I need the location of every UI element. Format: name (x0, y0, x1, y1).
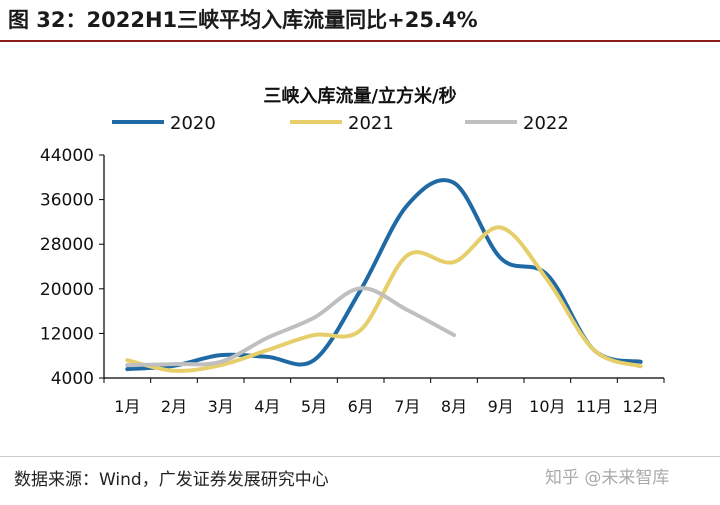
x-tick-label: 11月 (576, 397, 612, 416)
x-tick-label: 4月 (254, 397, 280, 416)
x-tick-label: 5月 (301, 397, 327, 416)
x-tick-label: 9月 (488, 397, 514, 416)
y-tick-label: 44000 (40, 146, 94, 166)
legend-label-2022: 2022 (523, 113, 569, 134)
x-tick-label: 1月 (114, 397, 140, 416)
series-line-2022 (125, 286, 456, 368)
chart-title: 三峡入库流量/立方米/秒 (263, 85, 456, 107)
footer-divider (0, 456, 720, 457)
title-divider (0, 40, 720, 42)
y-tick-label: 36000 (40, 191, 94, 211)
legend-label-2020: 2020 (170, 113, 216, 134)
series-line-2020 (125, 178, 643, 372)
x-tick-label: 8月 (441, 397, 467, 416)
series-line-2021 (125, 225, 643, 373)
y-tick-label: 12000 (40, 324, 94, 344)
y-tick-label: 4000 (51, 369, 94, 389)
x-tick-label: 12月 (622, 397, 658, 416)
y-tick-label: 28000 (40, 235, 94, 255)
x-tick-label: 2月 (161, 397, 187, 416)
source-note: 数据来源：Wind，广发证券发展研究中心 (14, 470, 329, 490)
line-chart: 三峡入库流量/立方米/秒 2020 2021 2022 4000 12000 20000 28… (40, 85, 665, 416)
x-tick-label: 7月 (394, 397, 420, 416)
legend-label-2021: 2021 (348, 113, 394, 134)
x-tick-label: 10月 (529, 397, 565, 416)
x-tick-label: 6月 (348, 397, 374, 416)
figure-title: 图 32：2022H1三峡平均入库流量同比+25.4% (8, 8, 478, 32)
x-tick-label: 3月 (208, 397, 234, 416)
y-tick-label: 20000 (40, 280, 94, 300)
watermark: 知乎 @未来智库 (545, 468, 670, 488)
